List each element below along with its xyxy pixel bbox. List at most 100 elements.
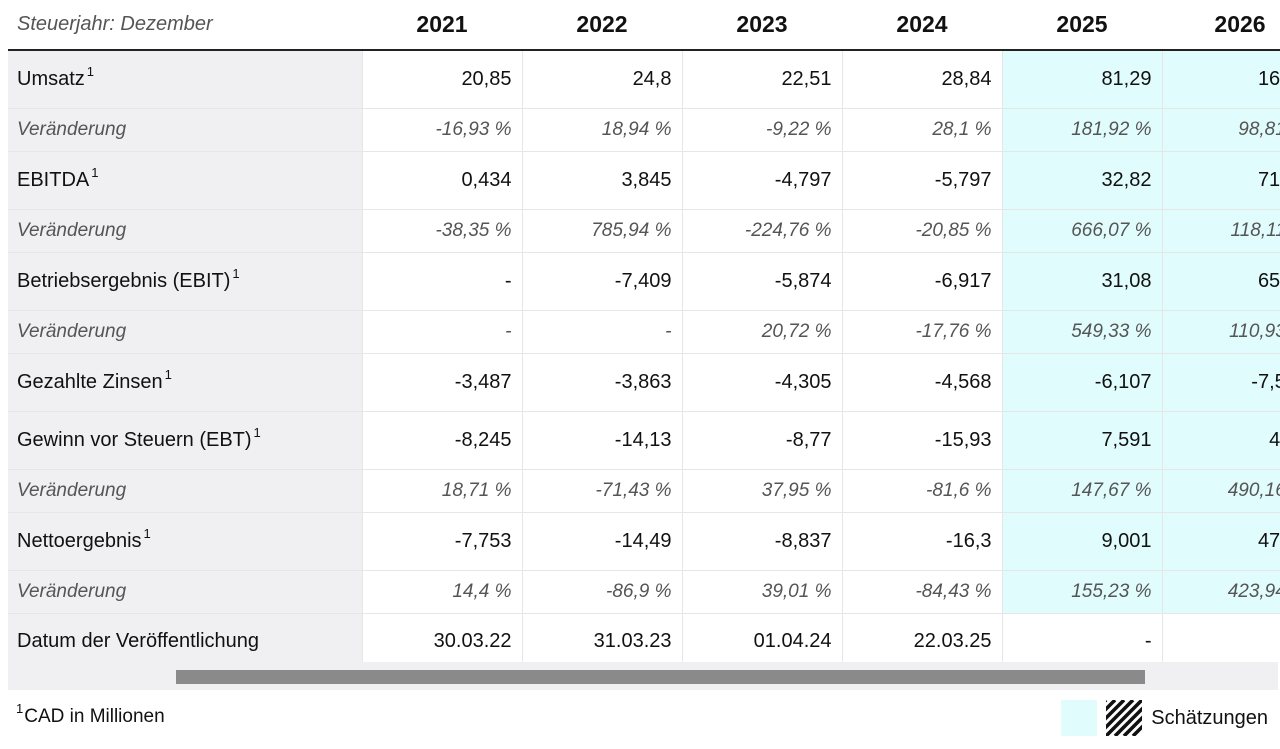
table-cell: -4,797 <box>681 151 842 210</box>
table-row-zinsen: Gezahlte Zinsen 1 -3,487 -3,863 -4,305 -4… <box>8 353 1280 412</box>
row-label: EBITDA 1 <box>8 151 362 210</box>
estimate-color-swatch <box>1061 700 1098 736</box>
financial-table-container: Steuerjahr: Dezember 2021 2022 2023 2024… <box>8 0 1280 669</box>
footnote-marker: 1 <box>91 165 99 180</box>
table-cell: - <box>1001 613 1162 669</box>
table-cell: -20,85 % <box>841 209 1002 253</box>
table-cell: -4,568 <box>841 353 1002 412</box>
table-cell-estimate: 32,82 <box>1001 151 1162 210</box>
year-header: 2021 <box>362 0 522 51</box>
table-cell-estimate: 44,8 <box>1161 411 1280 470</box>
table-cell: 28,84 <box>841 50 1002 109</box>
year-header: 2022 <box>522 0 682 51</box>
table-cell: -7,409 <box>521 252 682 311</box>
table-row-netto: Nettoergebnis 1 -7,753 -14,49 -8,837 -16,… <box>8 512 1280 571</box>
table-cell-estimate: 47,16 <box>1161 512 1280 571</box>
table-cell-estimate: 81,29 <box>1001 50 1162 109</box>
year-header: 2023 <box>682 0 842 51</box>
row-label: Gewinn vor Steuern (EBT) 1 <box>8 411 362 470</box>
table-cell-estimate: 98,81 % <box>1161 108 1280 152</box>
table-cell: 18,94 % <box>521 108 682 152</box>
table-cell: 24,8 <box>521 50 682 109</box>
footnote: 1CAD in Millionen <box>16 701 165 728</box>
table-cell-estimate: 147,67 % <box>1001 469 1162 513</box>
row-label: Gezahlte Zinsen 1 <box>8 353 362 412</box>
scrollbar-thumb[interactable] <box>176 670 1145 684</box>
row-label: Veränderung <box>8 570 362 614</box>
table-cell: -5,874 <box>681 252 842 311</box>
year-header-estimate: 2025 <box>1002 0 1162 51</box>
table-cell: 785,94 % <box>521 209 682 253</box>
table-cell-estimate: 65,56 <box>1161 252 1280 311</box>
row-label: Veränderung <box>8 108 362 152</box>
table-cell-estimate: 9,001 <box>1001 512 1162 571</box>
table-header-row: Steuerjahr: Dezember 2021 2022 2023 2024… <box>8 0 1280 51</box>
table-cell: 30.03.22 <box>361 613 522 669</box>
table-cell-estimate: 666,07 % <box>1001 209 1162 253</box>
table-cell: 28,1 % <box>841 108 1002 152</box>
table-cell: 31.03.23 <box>521 613 682 669</box>
table-cell: -17,76 % <box>841 310 1002 354</box>
table-cell: 0,434 <box>361 151 522 210</box>
year-header: 2024 <box>842 0 1002 51</box>
legend: Schätzungen <box>1061 700 1268 736</box>
horizontal-scrollbar[interactable] <box>8 662 1278 690</box>
table-cell: -5,797 <box>841 151 1002 210</box>
table-row-publication-date: Datum der Veröffentlichung 30.03.22 31.0… <box>8 613 1280 669</box>
table-cell: -16,3 <box>841 512 1002 571</box>
table-cell: -7,753 <box>361 512 522 571</box>
table-cell: - <box>361 252 522 311</box>
table-cell: -16,93 % <box>361 108 522 152</box>
table-cell-estimate: 155,23 % <box>1001 570 1162 614</box>
table-cell-estimate: 490,16 % <box>1161 469 1280 513</box>
table-cell: 39,01 % <box>681 570 842 614</box>
row-label: Veränderung <box>8 469 362 513</box>
table-cell-estimate: 423,94 % <box>1161 570 1280 614</box>
table-cell: 37,95 % <box>681 469 842 513</box>
table-cell: -15,93 <box>841 411 1002 470</box>
table-cell: 22,51 <box>681 50 842 109</box>
table-cell: 22.03.25 <box>841 613 1002 669</box>
row-label: Veränderung <box>8 310 362 354</box>
table-row-ebitda-change: Veränderung -38,35 % 785,94 % -224,76 % … <box>8 209 1280 253</box>
footnote-marker: 1 <box>253 425 261 440</box>
table-cell-estimate: 181,92 % <box>1001 108 1162 152</box>
table-cell-estimate: 110,93 % <box>1161 310 1280 354</box>
table-cell: -86,9 % <box>521 570 682 614</box>
table-cell: 14,4 % <box>361 570 522 614</box>
table-cell: -14,13 <box>521 411 682 470</box>
table-cell: -8,77 <box>681 411 842 470</box>
table-row-ebitda: EBITDA 1 0,434 3,845 -4,797 -5,797 32,82 … <box>8 151 1280 210</box>
table-row-ebit-change: Veränderung - - 20,72 % -17,76 % 549,33 … <box>8 310 1280 354</box>
table-cell: -8,245 <box>361 411 522 470</box>
table-cell-estimate: -6,107 <box>1001 353 1162 412</box>
table-cell: -4,305 <box>681 353 842 412</box>
table-cell: -84,43 % <box>841 570 1002 614</box>
table-cell-estimate: 71,57 <box>1161 151 1280 210</box>
financial-table: Steuerjahr: Dezember 2021 2022 2023 2024… <box>8 0 1280 669</box>
table-cell-estimate: 31,08 <box>1001 252 1162 311</box>
table-cell: -9,22 % <box>681 108 842 152</box>
table-row-umsatz-change: Veränderung -16,93 % 18,94 % -9,22 % 28,… <box>8 108 1280 152</box>
table-cell-estimate: 118,11 % <box>1161 209 1280 253</box>
fiscal-year-label: Steuerjahr: Dezember <box>8 0 362 51</box>
table-cell: 20,72 % <box>681 310 842 354</box>
table-cell: -224,76 % <box>681 209 842 253</box>
table-cell: - <box>521 310 682 354</box>
table-cell: -14,49 <box>521 512 682 571</box>
year-header-estimate: 2026 <box>1162 0 1280 51</box>
table-cell: -71,43 % <box>521 469 682 513</box>
row-label: Umsatz 1 <box>8 50 362 109</box>
table-cell-estimate: 7,591 <box>1001 411 1162 470</box>
footnote-marker: 1 <box>164 367 172 382</box>
table-cell-estimate: 549,33 % <box>1001 310 1162 354</box>
table-cell: - <box>1161 613 1280 669</box>
table-row-ebit: Betriebsergebnis (EBIT) 1 - -7,409 -5,874… <box>8 252 1280 311</box>
table-cell: -38,35 % <box>361 209 522 253</box>
table-cell: -3,863 <box>521 353 682 412</box>
table-cell: -81,6 % <box>841 469 1002 513</box>
table-row-ebt-change: Veränderung 18,71 % -71,43 % 37,95 % -81… <box>8 469 1280 513</box>
hatched-pattern-icon <box>1106 700 1143 736</box>
table-cell-estimate: -7,567 <box>1161 353 1280 412</box>
